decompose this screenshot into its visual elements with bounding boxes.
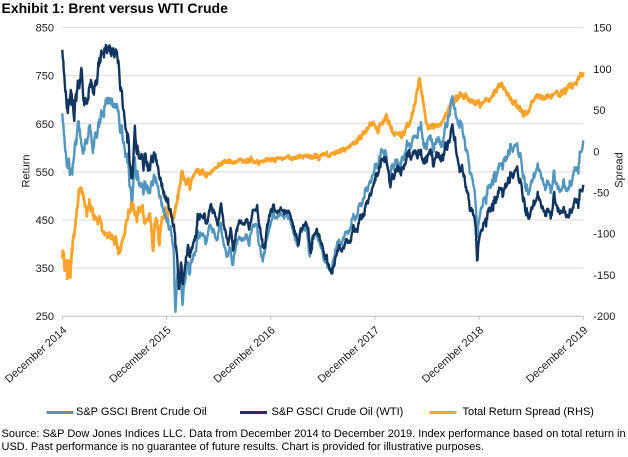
svg-text:Spread: Spread [613, 152, 625, 187]
svg-text:-200: -200 [593, 311, 615, 323]
svg-text:S&P GSCI Crude Oil (WTI): S&P GSCI Crude Oil (WTI) [272, 406, 404, 418]
svg-text:50: 50 [593, 105, 605, 117]
svg-text:Return: Return [20, 154, 32, 187]
svg-text:750: 750 [36, 71, 54, 83]
svg-text:-150: -150 [593, 270, 615, 282]
svg-text:100: 100 [593, 64, 611, 76]
svg-text:450: 450 [36, 215, 54, 227]
svg-text:250: 250 [36, 311, 54, 323]
svg-text:Exhibit 1: Brent versus WTI Cr: Exhibit 1: Brent versus WTI Crude [2, 0, 229, 16]
svg-text:-100: -100 [593, 229, 615, 241]
svg-text:Total Return Spread (RHS): Total Return Spread (RHS) [463, 406, 594, 418]
svg-text:0: 0 [593, 146, 599, 158]
svg-text:550: 550 [36, 167, 54, 179]
svg-text:S&P GSCI Brent Crude Oil: S&P GSCI Brent Crude Oil [76, 406, 207, 418]
svg-text:350: 350 [36, 263, 54, 275]
svg-text:-50: -50 [593, 188, 609, 200]
svg-text:650: 650 [36, 119, 54, 131]
svg-text:Source: S&P Dow Jones Indices: Source: S&P Dow Jones Indices LLC. Data … [2, 428, 626, 440]
svg-text:150: 150 [593, 23, 611, 35]
svg-text:850: 850 [36, 23, 54, 35]
svg-text:USD. Past performance is no gu: USD. Past performance is no guarantee of… [2, 441, 484, 453]
